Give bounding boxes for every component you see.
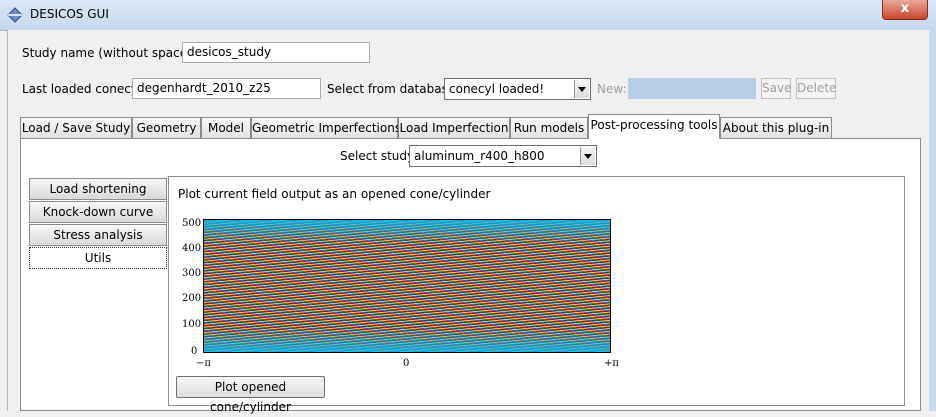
tab-run-models[interactable]: Run models <box>510 117 588 138</box>
y-tick-100: 100 <box>182 319 202 330</box>
y-tick-0: 0 <box>191 346 198 357</box>
side-tab-utils[interactable]: Utils <box>29 247 167 269</box>
study-select-value: aluminum_r400_h800 <box>414 149 545 163</box>
tab-model[interactable]: Model <box>201 117 251 138</box>
tab-load-imperfection[interactable]: Load Imperfection <box>398 117 510 138</box>
side-tab-load-shortening-curves[interactable]: Load shortening curves <box>29 178 167 216</box>
x-tick-minus-pi: −π <box>196 358 211 369</box>
chevron-down-icon <box>574 80 589 98</box>
x-tick-plus-pi: +π <box>604 358 619 369</box>
tab-post-processing-tools[interactable]: Post-processing tools <box>588 114 720 139</box>
last-conecyl-input[interactable]: degenhardt_2010_z25 <box>132 78 321 99</box>
database-select-value: conecyl loaded! <box>449 82 545 96</box>
app-icon <box>7 7 23 23</box>
close-button[interactable]: x <box>882 0 928 20</box>
window-right-border <box>929 30 936 411</box>
y-tick-500: 500 <box>182 218 202 229</box>
select-database-label: Select from database: <box>327 82 460 96</box>
select-study-label: Select study: <box>340 149 418 163</box>
new-input[interactable] <box>628 78 756 99</box>
side-tab-stress-analysis[interactable]: Stress analysis <box>29 224 167 246</box>
tab-geometric-imperfections[interactable]: Geometric Imperfections <box>251 117 401 138</box>
last-conecyl-label: Last loaded conecyl: <box>22 82 146 96</box>
database-select[interactable]: conecyl loaded! <box>444 78 591 100</box>
tab-geometry[interactable]: Geometry <box>132 117 201 138</box>
title-bar: DESICOS GUI x <box>0 0 936 31</box>
plot-frame <box>203 219 611 353</box>
heatmap-edge-fade <box>203 219 611 353</box>
study-name-label: Study name (without spaces): <box>22 46 203 60</box>
delete-button[interactable]: Delete <box>796 78 836 99</box>
side-tab-knock-down-curve[interactable]: Knock-down curve <box>29 201 167 223</box>
new-label: New: <box>597 82 627 96</box>
window-title: DESICOS GUI <box>30 7 109 21</box>
y-tick-300: 300 <box>182 268 202 279</box>
panel-heading: Plot current field output as an opened c… <box>178 187 491 201</box>
tab-load-save-study[interactable]: Load / Save Study <box>20 117 132 138</box>
y-tick-400: 400 <box>182 243 202 254</box>
chevron-down-icon <box>580 147 595 165</box>
study-name-input[interactable]: desicos_study <box>182 42 370 63</box>
study-select[interactable]: aluminum_r400_h800 <box>409 145 597 167</box>
x-tick-zero: 0 <box>403 358 410 369</box>
opened-cylinder-heatmap <box>203 219 611 353</box>
save-button[interactable]: Save <box>761 78 791 99</box>
tab-about-plugin[interactable]: About this plug-in <box>720 117 832 138</box>
plot-opened-cone-cylinder-button[interactable]: Plot opened cone/cylinder <box>176 376 325 414</box>
y-tick-200: 200 <box>182 293 202 304</box>
